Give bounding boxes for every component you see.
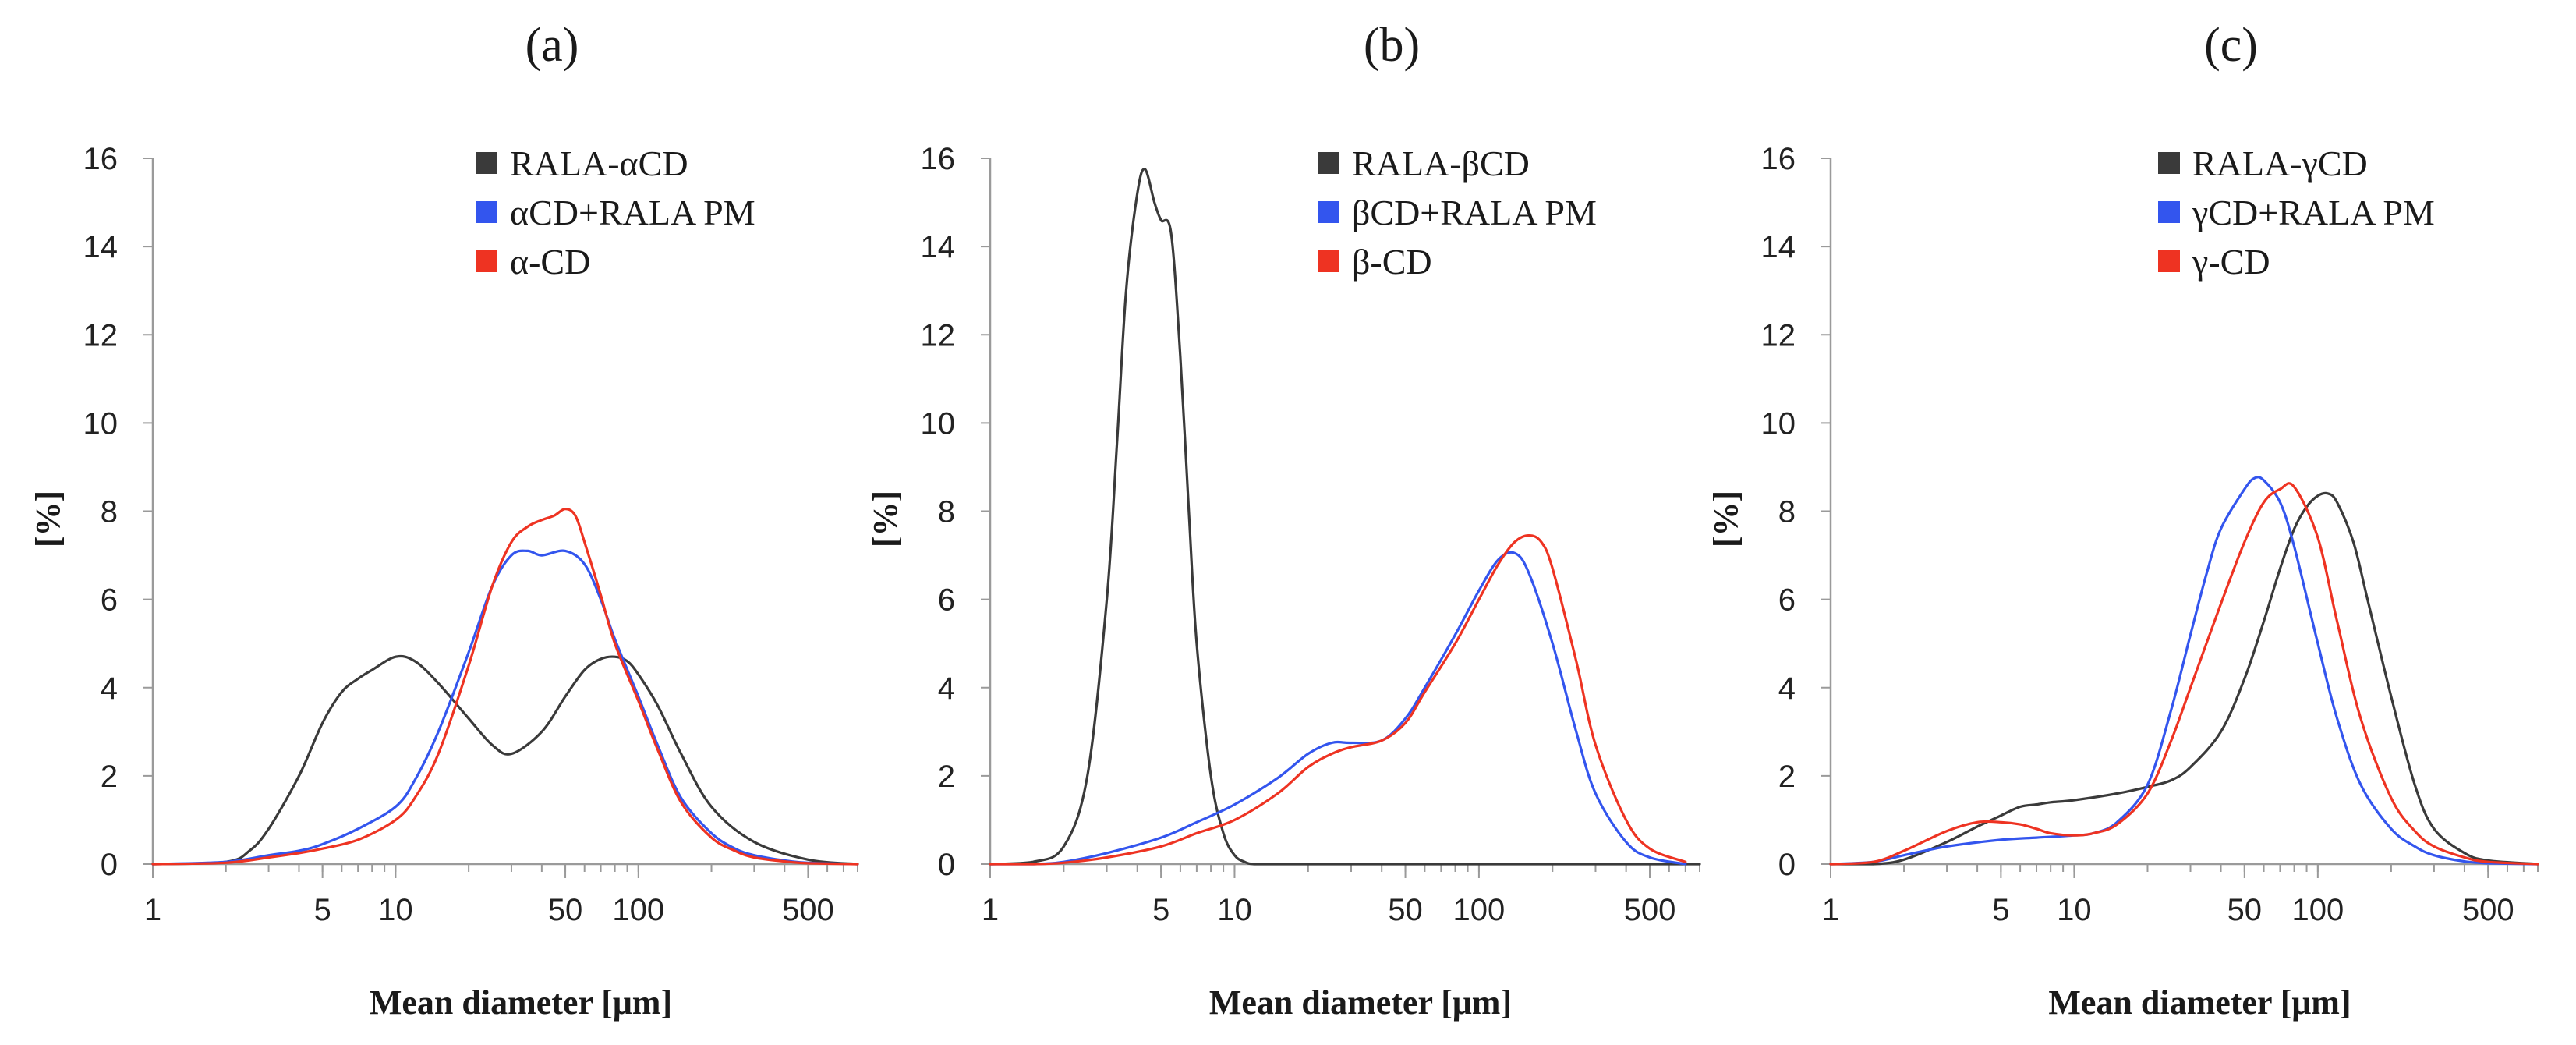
legend-entry: α-CD: [510, 242, 590, 282]
legend-swatch: [476, 201, 497, 223]
y-tick-label: 16: [921, 142, 956, 176]
y-tick-label: 2: [101, 760, 118, 794]
x-tick-label: 500: [782, 893, 834, 927]
x-tick-label: 1: [144, 893, 161, 927]
y-tick-label: 10: [83, 406, 119, 441]
x-tick-label: 10: [378, 893, 413, 927]
legend-swatch: [2158, 250, 2180, 272]
legend-entry: γCD+RALA PM: [2192, 193, 2435, 232]
chart-panel-2: (b) 0 2 4 6 8 10 12 14 16 1 5 10 50 100 500 Mean diamete…: [866, 19, 1701, 1022]
chart-panel-3: (c) 0 2 4 6 8 10 12 14 16 1 5 10 50 100 500 Mean diamete…: [1707, 19, 2539, 1022]
x-tick-label: 100: [2291, 893, 2344, 927]
y-tick-label: 16: [1761, 142, 1796, 176]
series-line-1: [151, 654, 859, 866]
legend-entry: γ-CD: [2192, 242, 2270, 282]
x-tick-label: 10: [2057, 893, 2092, 927]
legend-swatch: [476, 250, 497, 272]
legend-entry: β-CD: [1352, 242, 1432, 282]
legend-entry: αCD+RALA PM: [510, 193, 755, 232]
y-tick-label: 4: [938, 671, 955, 706]
legend-entry: RALA-γCD: [2192, 143, 2368, 183]
x-tick-label: 50: [548, 893, 583, 927]
x-tick-label: 50: [2227, 893, 2263, 927]
series-line-1: [1829, 491, 2539, 866]
y-axis-label: [%]: [1707, 491, 1745, 547]
y-tick-label: 6: [101, 583, 118, 618]
x-tick-label: 5: [1992, 893, 2009, 927]
series-line-3: [1829, 482, 2539, 866]
x-tick-label: 5: [1152, 893, 1169, 927]
y-tick-label: 0: [938, 848, 955, 882]
chart-panel-1: (a) 0 2 4 6 8 10 12 14 16 1 5 10 50 100 500 Mean diamete…: [29, 19, 859, 1022]
y-axis-label: [%]: [866, 491, 904, 547]
series-line-3: [989, 534, 1687, 866]
legend-swatch: [1318, 201, 1339, 223]
x-tick-label: 500: [1624, 893, 1676, 927]
legend-swatch: [2158, 152, 2180, 174]
y-tick-label: 0: [1778, 848, 1796, 882]
series-line-2: [1829, 476, 2539, 866]
y-tick-label: 8: [938, 495, 955, 530]
x-tick-label: 5: [314, 893, 331, 927]
panel-label: (c): [2204, 19, 2258, 72]
y-tick-label: 10: [921, 406, 956, 441]
y-tick-label: 0: [101, 848, 118, 882]
y-tick-label: 10: [1761, 406, 1796, 441]
x-tick-label: 100: [1453, 893, 1506, 927]
legend-entry: RALA-αCD: [510, 143, 688, 183]
series-line-2: [989, 551, 1687, 866]
y-tick-label: 8: [1778, 495, 1796, 530]
panel-label: (a): [525, 19, 579, 72]
x-tick-label: 100: [612, 893, 664, 927]
x-tick-label: 10: [1217, 893, 1252, 927]
y-tick-label: 4: [1778, 671, 1796, 706]
y-tick-label: 8: [101, 495, 118, 530]
y-tick-label: 12: [921, 318, 956, 352]
y-tick-label: 2: [1778, 760, 1796, 794]
y-tick-label: 4: [101, 671, 118, 706]
y-tick-label: 16: [83, 142, 119, 176]
y-tick-label: 12: [83, 318, 119, 352]
legend-swatch: [476, 152, 497, 174]
series-line-1: [989, 168, 1701, 866]
panel-label: (b): [1364, 19, 1420, 72]
series-line-3: [151, 508, 859, 866]
legend-entry: RALA-βCD: [1352, 143, 1530, 183]
legend-swatch: [2158, 201, 2180, 223]
y-tick-label: 6: [1778, 583, 1796, 618]
legend-swatch: [1318, 152, 1339, 174]
x-tick-label: 50: [1388, 893, 1423, 927]
x-axis-label: Mean diameter [μm]: [1209, 983, 1512, 1022]
legend-entry: βCD+RALA PM: [1352, 193, 1597, 232]
y-tick-label: 2: [938, 760, 955, 794]
x-tick-label: 500: [2462, 893, 2514, 927]
x-tick-label: 1: [1822, 893, 1839, 927]
y-tick-label: 14: [921, 230, 956, 264]
y-tick-label: 14: [83, 230, 119, 264]
y-tick-label: 6: [938, 583, 955, 618]
y-tick-label: 12: [1761, 318, 1796, 352]
x-axis-label: Mean diameter [μm]: [370, 983, 672, 1022]
y-axis-label: [%]: [29, 491, 67, 547]
x-tick-label: 1: [982, 893, 999, 927]
series-line-2: [151, 549, 859, 866]
x-axis-label: Mean diameter [μm]: [2048, 983, 2351, 1022]
legend-swatch: [1318, 250, 1339, 272]
y-tick-label: 14: [1761, 230, 1796, 264]
